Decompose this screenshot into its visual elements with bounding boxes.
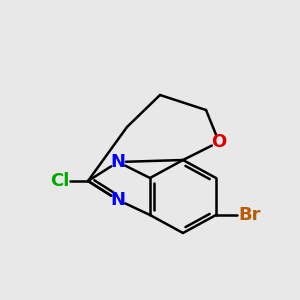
Text: N: N bbox=[110, 153, 125, 171]
Text: O: O bbox=[212, 133, 226, 151]
Text: N: N bbox=[110, 191, 125, 209]
Text: Cl: Cl bbox=[50, 172, 70, 190]
Text: Br: Br bbox=[239, 206, 261, 224]
